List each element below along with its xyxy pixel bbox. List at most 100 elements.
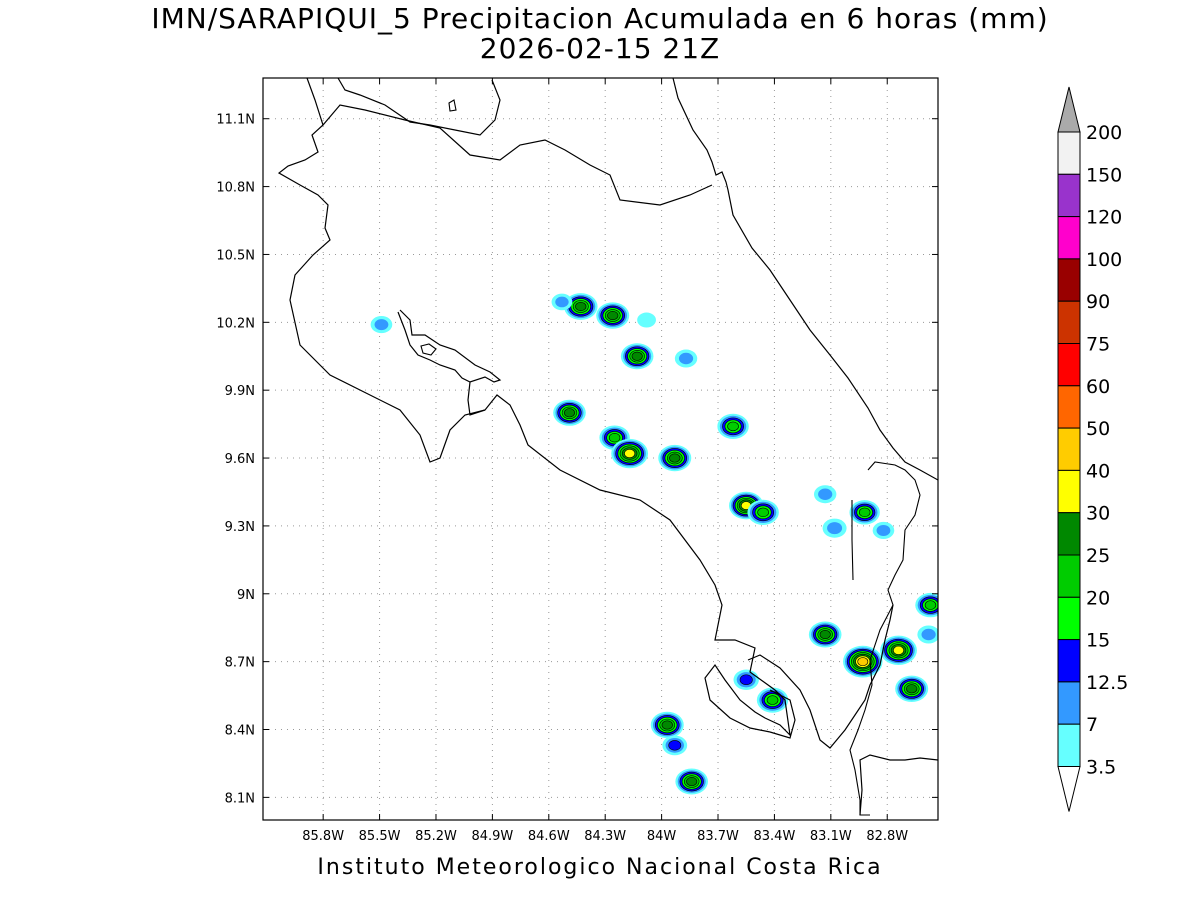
- nicoya-peninsula-tip: [467, 381, 486, 416]
- rain-cell: [553, 399, 586, 426]
- coastlines: [277, 78, 938, 816]
- colorbar-label: 200: [1086, 122, 1122, 144]
- rain-cell: [880, 635, 917, 666]
- rain-cell: [658, 444, 692, 472]
- x-tick-label: 84W: [647, 829, 677, 844]
- rain-contour: [739, 674, 753, 686]
- colorbar-label: 150: [1086, 164, 1122, 186]
- rain-cell: [915, 592, 938, 618]
- rain-contour: [575, 301, 587, 311]
- rain-contour: [374, 319, 389, 331]
- rain-cell: [822, 518, 847, 538]
- rain-contour: [661, 720, 673, 730]
- colorbar-label: 15: [1086, 630, 1110, 652]
- colorbar-swatch: [1057, 173, 1081, 218]
- colorbar-min-arrow: [1057, 766, 1081, 812]
- rain-contour: [857, 657, 869, 667]
- x-tick-label: 84.9W: [471, 829, 513, 844]
- x-tick-label: 85.2W: [415, 829, 457, 844]
- rain-cell: [849, 500, 880, 525]
- golfo-dulce-coast: [747, 604, 894, 749]
- rain-contour: [678, 352, 694, 365]
- border-line-east: [851, 500, 854, 581]
- rain-contour: [924, 600, 937, 610]
- y-tick-label: 11.1N: [216, 113, 255, 128]
- colorbar-swatch: [1057, 300, 1081, 345]
- rain-contour: [669, 453, 681, 463]
- rain-cell: [675, 768, 708, 795]
- colorbar-swatch: [1057, 639, 1081, 683]
- panama-border: [849, 461, 921, 816]
- y-tick-label: 8.1N: [225, 791, 255, 806]
- rain-contour: [631, 351, 643, 361]
- colorbar-label: 50: [1086, 418, 1110, 440]
- lake-north-shore: [337, 78, 501, 136]
- colorbar-label: 25: [1086, 545, 1110, 567]
- colorbar-label: 40: [1086, 460, 1110, 482]
- colorbar-swatch: [1057, 385, 1081, 429]
- rain-cell: [872, 521, 895, 540]
- colorbar-label: 60: [1086, 376, 1110, 398]
- x-tick-label: 83.1W: [810, 829, 852, 844]
- y-tick-label: 10.5N: [216, 248, 255, 263]
- y-tick-label: 9.9N: [225, 384, 255, 399]
- colorbar-label: 90: [1086, 291, 1110, 313]
- rain-cells: [370, 293, 938, 795]
- rain-contour: [727, 421, 739, 432]
- map-title: IMN/SARAPIQUI_5 Precipitacion Acumulada …: [151, 2, 1049, 35]
- rain-contour: [766, 695, 779, 705]
- rain-cell: [563, 293, 598, 320]
- rain-contour: [906, 684, 918, 694]
- y-tick-label: 8.7N: [225, 656, 255, 671]
- lake-nicaragua-shore: [306, 78, 713, 206]
- colorbar-label: 7: [1086, 714, 1098, 736]
- rain-cell: [747, 499, 779, 525]
- rain-contour: [921, 628, 936, 641]
- rain-cell: [717, 413, 749, 439]
- x-tick-label: 84.3W: [584, 829, 626, 844]
- colorbar-swatch: [1057, 512, 1081, 556]
- x-tick-label: 83.4W: [754, 829, 796, 844]
- colorbar-label: 75: [1086, 334, 1110, 356]
- colorbar-swatch: [1057, 258, 1081, 302]
- y-tick-label: 9N: [237, 588, 255, 603]
- rain-cell: [733, 669, 759, 690]
- y-tick-label: 9.3N: [225, 520, 255, 535]
- rain-contour: [607, 311, 619, 321]
- colorbar-swatch: [1057, 427, 1081, 471]
- colorbar-label: 12.5: [1086, 672, 1128, 694]
- rain-contour: [827, 522, 843, 535]
- rain-cell: [808, 621, 842, 648]
- rain-cell: [611, 438, 649, 469]
- x-tick-label: 82.8W: [866, 829, 908, 844]
- colorbar-label: 120: [1086, 207, 1122, 229]
- rain-contour: [818, 488, 833, 500]
- rain-cell: [674, 349, 698, 368]
- gulf-of-nicoya-coast: [397, 309, 502, 383]
- map-frame: [262, 77, 939, 821]
- rain-cell: [895, 675, 929, 702]
- map-gridlines: [263, 78, 938, 820]
- colorbar-swatch: [1057, 343, 1081, 387]
- rain-cell: [596, 302, 630, 329]
- colorbar-label: 30: [1086, 503, 1110, 525]
- rain-contour: [624, 449, 636, 459]
- colorbar-swatch: [1057, 723, 1081, 768]
- y-tick-label: 10.2N: [216, 316, 255, 331]
- y-tick-label: 9.6N: [225, 452, 255, 467]
- rain-contour: [858, 507, 871, 518]
- rain-cell: [917, 625, 938, 644]
- caribbean-coast: [672, 78, 938, 481]
- colorbar: 3.5 7 12.5 15 20 25 30 40 50 60 75 90 100 120 150 200: [1057, 86, 1128, 812]
- rain-contour: [757, 507, 769, 518]
- rain-contour: [876, 524, 891, 536]
- rain-contour: [608, 432, 621, 443]
- colorbar-label: 20: [1086, 587, 1110, 609]
- x-tick-label: 85.8W: [302, 829, 344, 844]
- pacific-coast-north: [277, 124, 791, 737]
- rain-contour: [686, 777, 698, 787]
- rain-contour: [668, 740, 682, 751]
- y-tick-label: 10.8N: [216, 181, 255, 196]
- lake-island: [448, 99, 457, 112]
- x-tick-label: 84.6W: [528, 829, 570, 844]
